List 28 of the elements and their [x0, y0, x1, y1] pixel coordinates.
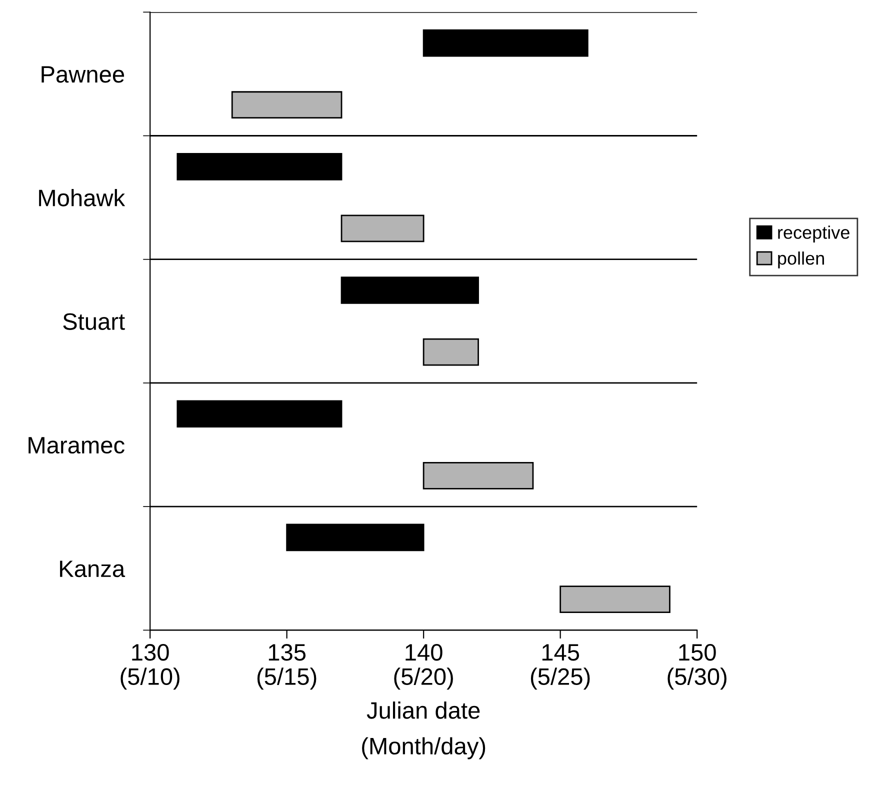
x-tick-label: 130	[132, 644, 169, 661]
bar	[176, 152, 342, 180]
y-tick-label: Stuart	[63, 313, 125, 330]
bar	[286, 524, 424, 552]
legend-label: receptive	[778, 226, 850, 242]
x-axis-title: Julian date (Month/day)	[362, 701, 486, 760]
bar	[422, 29, 588, 57]
text: (5/15)	[257, 668, 316, 690]
y-tick-label: Mohawk	[39, 189, 126, 206]
bar	[231, 91, 342, 119]
bar	[422, 462, 534, 490]
y-tick-label: Maramec	[28, 437, 124, 454]
text: (5/30)	[668, 668, 726, 690]
text: (5/25)	[530, 668, 590, 690]
x-tick-label: 135	[268, 644, 306, 661]
bar	[340, 214, 424, 242]
y-tick-label: Kanza	[60, 560, 126, 578]
x-tick-label: 150	[679, 644, 716, 661]
x-tick-label: 145	[542, 644, 580, 661]
bar	[176, 400, 342, 428]
text: (5/10)	[120, 668, 180, 690]
x-tick-label: 140	[406, 644, 442, 661]
text: (5/20)	[394, 668, 453, 690]
bar	[422, 338, 479, 366]
legend-label: pollen	[778, 252, 824, 268]
bar	[340, 276, 479, 304]
y-tick-label: Pawnee	[42, 66, 124, 83]
bar	[560, 586, 670, 613]
